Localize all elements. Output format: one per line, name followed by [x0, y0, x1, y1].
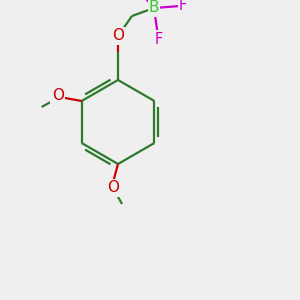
- Text: O: O: [107, 181, 119, 196]
- Text: B: B: [149, 1, 159, 16]
- Text: O: O: [112, 28, 124, 44]
- Text: F: F: [155, 32, 163, 46]
- Text: F: F: [179, 0, 187, 14]
- Text: O: O: [52, 88, 64, 104]
